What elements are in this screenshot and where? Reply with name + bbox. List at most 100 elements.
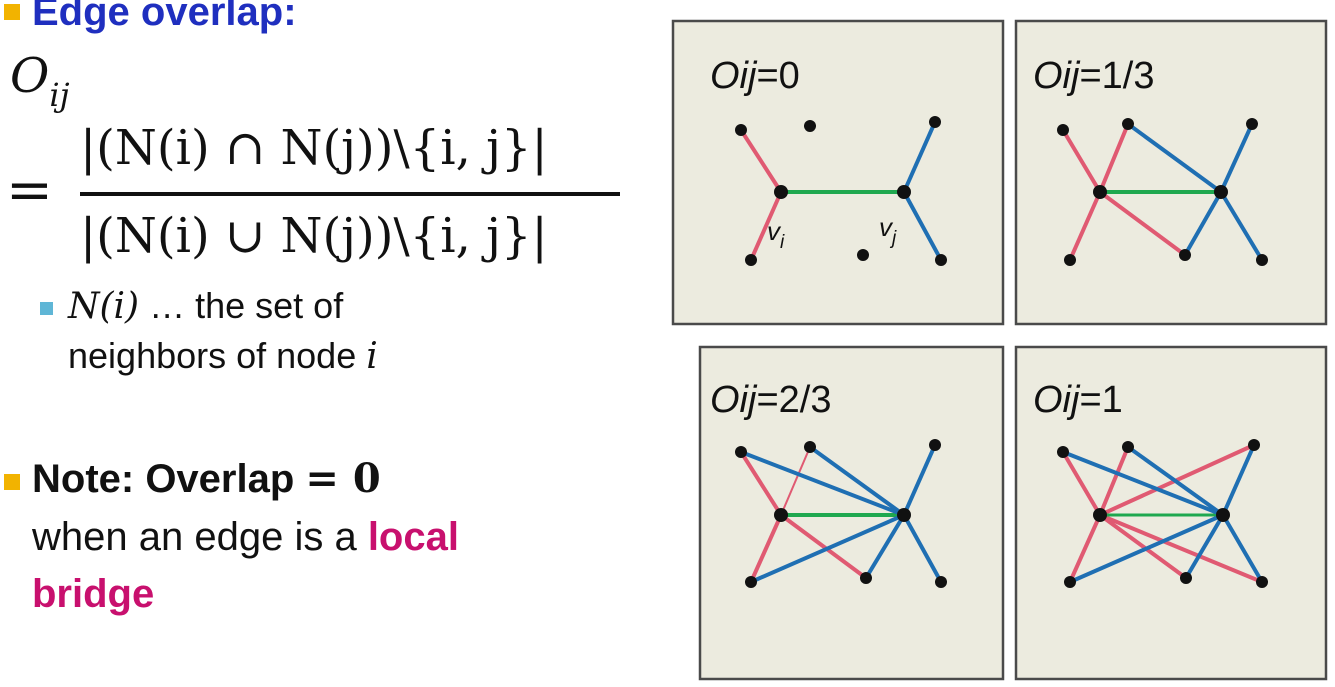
- panel-2-bg: [1014, 19, 1328, 326]
- panel-3-node: [774, 508, 788, 522]
- panel-2-node: [1122, 118, 1134, 130]
- panel-2-label: Oij=1/3: [1033, 55, 1154, 97]
- neighbors-line-1: N(i) … the set of: [68, 285, 343, 327]
- heading-bullet-icon: [4, 4, 20, 20]
- panel-4-node: [1256, 576, 1268, 588]
- panel-4-edge-blue: [1126, 445, 1225, 517]
- panel-1-node: [745, 254, 757, 266]
- panel-4-bg: [1014, 345, 1328, 681]
- panel-2-node: [1057, 124, 1069, 136]
- panel-overlap-0: Oij=0 vi vj: [671, 19, 1005, 326]
- panel-3-node: [860, 572, 872, 584]
- note-line-3: bridge: [32, 572, 155, 616]
- panel-4-node: [1093, 508, 1107, 522]
- panel-3-edge-blue: [808, 445, 906, 517]
- panel-3-edge-blue: [902, 514, 943, 583]
- neighbors-math: N(i): [68, 286, 140, 327]
- panel-4-node: [1122, 441, 1134, 453]
- panel-3-label: Oij=2/3: [710, 379, 831, 421]
- panel-1-edge-blue: [902, 121, 937, 193]
- note-line-2-text: when an edge is a: [32, 515, 368, 559]
- panel-3-node: [897, 508, 911, 522]
- panel-4-edge-red: [1098, 446, 1130, 516]
- panel-2-edge-red: [1068, 191, 1102, 261]
- panel-1-bg: [671, 19, 1005, 326]
- panel-1-node: [804, 120, 816, 132]
- panel-1-node: [774, 185, 788, 199]
- panel-1-edge-red: [749, 191, 783, 261]
- panel-3-edge-blue: [864, 513, 906, 580]
- note-bullet-icon: [4, 474, 20, 490]
- panel-3-edge-blue: [902, 444, 937, 516]
- panel-4-edge-blue: [1221, 444, 1256, 516]
- node-label-vi: vi: [767, 216, 785, 253]
- panel-4-node: [1248, 439, 1260, 451]
- neighbors-line-2: neighbors of node i: [68, 335, 378, 377]
- panel-2-node: [1246, 118, 1258, 130]
- panel-3-node: [745, 576, 757, 588]
- node-label-vj: vj: [879, 212, 897, 249]
- panel-4-edge-red: [1061, 450, 1102, 517]
- heading-edge-overlap: Edge overlap:: [32, 0, 297, 34]
- panel-2-node: [1179, 249, 1191, 261]
- panel-4-edge-blue: [1184, 513, 1225, 580]
- formula-fraction-bar: [80, 192, 620, 196]
- panel-2-edge-red: [1098, 123, 1130, 193]
- formula-lhs-subscript: ij: [49, 76, 70, 114]
- panel-1-edge-red: [739, 128, 783, 194]
- formula-equals: =: [6, 158, 53, 223]
- panel-4-node: [1057, 446, 1069, 458]
- panel-3-node: [935, 576, 947, 588]
- panel-overlap-1-3: Oij=1/3: [1014, 19, 1328, 326]
- formula-numerator: |(N(i) ∩ N(j))\{i, j}|: [80, 120, 548, 176]
- panel-3-edge-blue: [750, 513, 905, 584]
- panel-3-edge-red: [779, 513, 868, 580]
- panel-4-label: Oij=1: [1033, 379, 1123, 421]
- panel-2-node: [1256, 254, 1268, 266]
- panel-2-edge-red: [1061, 128, 1102, 194]
- panel-4-edge-blue: [1062, 450, 1224, 517]
- neighbors-var-i: i: [366, 336, 378, 377]
- panel-4-node: [1180, 572, 1192, 584]
- sub-bullet-icon: [40, 302, 53, 315]
- note-line-1: Note: Overlap = 0: [32, 455, 381, 502]
- panel-2-edge-blue: [1126, 122, 1223, 194]
- panel-1-label: Oij=0: [710, 55, 800, 97]
- panel-2-node: [1064, 254, 1076, 266]
- panel-4-edge-blue: [1069, 513, 1224, 584]
- panel-4-node: [1064, 576, 1076, 588]
- note-label: Note: Overlap: [32, 457, 295, 501]
- panel-4-node: [1216, 508, 1230, 522]
- panel-4-edge-red: [1098, 513, 1188, 580]
- note-line-2: when an edge is a local: [32, 515, 459, 560]
- panel-4-edge-red: [1099, 513, 1263, 584]
- panel-3-node: [929, 439, 941, 451]
- panel-1-node: [897, 185, 911, 199]
- note-value: = 0: [305, 455, 381, 502]
- panel-1-node: [929, 116, 941, 128]
- panel-4-edge-blue: [1221, 513, 1264, 584]
- panel-3-edge-blue: [740, 450, 905, 517]
- panel-2-edge-blue: [1183, 191, 1223, 256]
- formula-denominator: |(N(i) ∪ N(j))\{i, j}|: [80, 208, 548, 264]
- panel-overlap-1: Oij=1: [1014, 345, 1328, 681]
- formula-lhs: Oij: [10, 48, 70, 114]
- formula-lhs-letter: O: [10, 48, 50, 104]
- neighbors-line-1-text: … the set of: [139, 285, 344, 326]
- panel-3-edge-red: [780, 446, 811, 516]
- panel-3-edge-red: [739, 450, 783, 517]
- panel-2-node: [1093, 185, 1107, 199]
- panel-2-edge-red: [1098, 190, 1187, 257]
- panel-3-node: [804, 441, 816, 453]
- panel-overlap-2-3: Oij=2/3: [698, 345, 1005, 681]
- panel-1-node: [935, 254, 947, 266]
- panel-1-node: [857, 249, 869, 261]
- panel-3-node: [735, 446, 747, 458]
- panel-1-node: [735, 124, 747, 136]
- panel-4-edge-red: [1068, 514, 1102, 583]
- panel-1-edge-blue: [902, 191, 943, 261]
- panel-2-edge-blue: [1219, 190, 1264, 262]
- panel-3-edge-red: [749, 514, 783, 583]
- neighbors-line-2-text: neighbors of node: [68, 335, 367, 376]
